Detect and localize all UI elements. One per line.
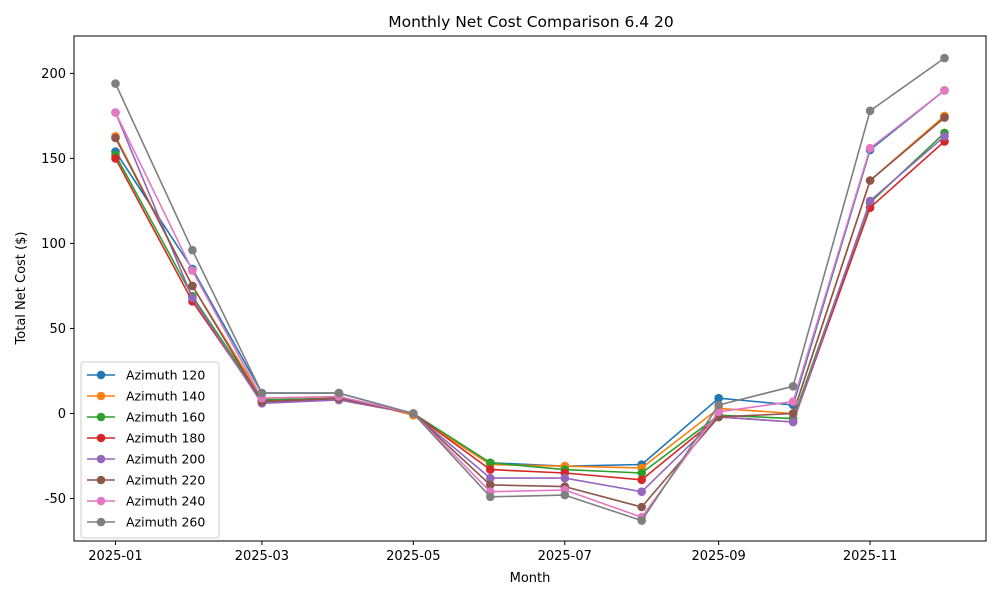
data-point (940, 132, 949, 141)
data-point (865, 143, 875, 153)
legend-label: Azimuth 120 (126, 368, 205, 383)
legend-box (80, 361, 220, 539)
x-tick-label: 2025-11 (843, 549, 897, 564)
y-axis-title: Total Net Cost ($) (14, 232, 29, 346)
data-point (486, 480, 495, 490)
data-point (188, 293, 197, 303)
y-tick-label: 50 (49, 322, 66, 337)
legend-label: Azimuth 260 (126, 515, 205, 530)
y-axis: -50 0 50 100 150 200 (41, 67, 74, 507)
chart-title: Monthly Net Cost Comparison 6.4 20 (388, 13, 674, 31)
legend-marker (96, 370, 106, 380)
data-point (409, 409, 418, 418)
legend-marker (96, 391, 106, 401)
series-line (114, 89, 945, 468)
data-point (940, 113, 949, 122)
data-point (788, 409, 798, 418)
data-point (111, 154, 120, 163)
series-line (114, 116, 946, 508)
legend-label: Azimuth 220 (126, 473, 205, 488)
series-line (114, 89, 945, 519)
x-tick-label: 2025-05 (386, 549, 440, 564)
legend-marker (96, 412, 106, 422)
legend-marker (96, 475, 106, 485)
data-point (940, 86, 949, 95)
legend-marker (96, 496, 106, 506)
legend-marker (96, 517, 106, 527)
plot-area (111, 53, 949, 525)
data-point (788, 397, 798, 406)
data-point (637, 487, 646, 497)
data-point (714, 400, 723, 410)
data-point (940, 53, 949, 63)
data-point (188, 281, 197, 291)
y-tick-label: -50 (45, 492, 66, 507)
data-point (714, 393, 723, 403)
x-tick-label: 2025-01 (88, 549, 142, 564)
x-axis-title: Month (510, 571, 551, 586)
data-point (865, 196, 875, 206)
data-point (486, 465, 495, 474)
y-tick-label: 100 (41, 237, 66, 252)
legend-label: Azimuth 160 (126, 410, 205, 425)
legend-label: Azimuth 240 (126, 494, 205, 509)
legend-label: Azimuth 180 (126, 431, 205, 446)
data-point (560, 473, 570, 483)
data-point (637, 468, 646, 478)
data-point (486, 492, 495, 502)
legend-label: Azimuth 200 (126, 452, 205, 467)
y-tick-label: 0 (58, 407, 66, 422)
x-axis: 2025-01 2025-03 2025-05 2025-07 2025-09 2025-… (88, 541, 897, 564)
data-point (486, 458, 495, 468)
legend-marker (96, 433, 106, 443)
data-point (788, 382, 798, 391)
x-tick-label: 2025-07 (538, 549, 592, 564)
data-point (111, 108, 120, 117)
legend-marker (96, 454, 106, 464)
data-point (188, 266, 197, 275)
legend-label: Azimuth 140 (126, 389, 205, 404)
x-tick-label: 2025-09 (691, 549, 745, 564)
data-point (188, 245, 197, 255)
y-tick-label: 200 (41, 67, 66, 82)
data-point (560, 490, 570, 500)
data-point (788, 417, 798, 427)
data-point (486, 473, 495, 483)
data-point (257, 388, 267, 398)
y-tick-label: 150 (41, 152, 66, 167)
series-line (114, 112, 946, 493)
data-point (637, 516, 646, 525)
data-point (111, 133, 120, 143)
x-tick-label: 2025-03 (235, 549, 289, 564)
data-point (637, 475, 646, 485)
data-point (637, 502, 646, 512)
series-line (114, 57, 945, 522)
data-point (334, 388, 344, 398)
data-point (865, 176, 875, 185)
legend: Azimuth 120 Azimuth 140 Azimuth 160 Azimuth… (80, 361, 220, 539)
data-point (111, 79, 120, 88)
plot-frame (73, 35, 987, 542)
series-azimuth-260 (111, 53, 949, 525)
data-point (865, 106, 875, 116)
